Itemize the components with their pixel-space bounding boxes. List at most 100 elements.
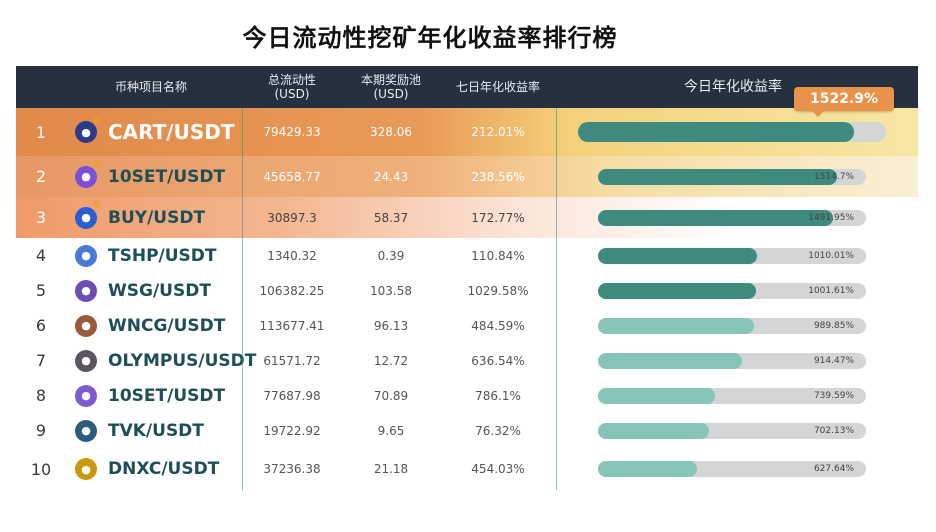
tvl-value: 79429.33	[263, 125, 321, 139]
table-row[interactable]: 8 ● 10SET/USDT 77687.98 70.89 786.1% 739.59%	[16, 378, 918, 413]
pair-name: TSHP/USDT	[108, 245, 217, 266]
header-pool-line1: 本期奖励池	[360, 73, 421, 87]
apr-bar-value: 989.85%	[813, 320, 854, 331]
tvl-value: 61571.72	[263, 353, 321, 368]
apr-bar-fill	[598, 282, 756, 299]
header-tvl-line1: 总流动性	[267, 73, 316, 87]
tenset-coin-icon: ●	[75, 165, 97, 188]
tenset-coin-icon: ●	[75, 384, 97, 407]
coin-logo: ●	[72, 156, 100, 197]
apr-bar-cell: 1514.7%	[598, 156, 870, 197]
apr7-value: 786.1%	[475, 388, 521, 403]
coin-logo: ●	[72, 108, 100, 156]
apr-bar-fill	[598, 422, 709, 439]
rank-number: 2	[35, 167, 47, 186]
tvl-value: 113677.41	[259, 318, 325, 333]
tvl-value: 19722.92	[263, 423, 321, 438]
tvl-value: 106382.25	[259, 283, 325, 298]
crown-icon: ♛	[92, 114, 102, 127]
pool-value: 9.65	[377, 423, 405, 438]
table-header: 币种项目名称 总流动性 (USD) 本期奖励池 (USD) 七日年化收益率 今日…	[16, 66, 918, 108]
apr7-value: 172.77%	[471, 210, 525, 225]
coin-logo: ●	[72, 238, 100, 273]
apr-bar-value: 1001.61%	[808, 285, 854, 296]
pair-name: 10SET/USDT	[108, 166, 226, 187]
top-apr-callout: 1522.9%	[794, 87, 894, 117]
tvl-value: 45658.77	[263, 169, 321, 184]
apr7-value: 212.01%	[471, 125, 525, 139]
apr-bar-value: 1514.7%	[813, 171, 854, 182]
apr-bar-fill	[598, 387, 715, 404]
table-row[interactable]: 5 ● WSG/USDT 106382.25 103.58 1029.58% 1001.61…	[16, 273, 918, 308]
rank-number: 10	[30, 459, 52, 479]
rank-number: 1	[35, 122, 47, 142]
table-row[interactable]: 3 ● BUY/USDT 30897.3 58.37 172.77% 1491.95%	[16, 197, 918, 238]
apr-bar-value: 914.47%	[813, 355, 854, 366]
coin-logo: ●	[72, 343, 100, 378]
apr-bar-cell: 989.85%	[598, 308, 870, 343]
coin-logo: ●	[72, 308, 100, 343]
rank-number: 3	[35, 208, 47, 227]
apr-bar-value: 627.64%	[813, 464, 854, 474]
apr-bar-track: 739.59%	[598, 387, 866, 404]
apr-bar-value: 702.13%	[813, 425, 854, 436]
header-pair: 币种项目名称	[114, 80, 187, 94]
dnxc-coin-icon: ●	[75, 458, 97, 480]
table-row[interactable]: 4 ● TSHP/USDT 1340.32 0.39 110.84% 1010.01%	[16, 238, 918, 273]
pool-value: 0.39	[377, 248, 405, 263]
pool-value: 24.43	[373, 169, 409, 184]
table-row[interactable]: 10 ● DNXC/USDT 37236.38 21.18 454.03% 627.64%	[16, 448, 918, 490]
pool-value: 58.37	[373, 210, 409, 225]
apr-bar-track	[578, 122, 886, 142]
crown-icon: ♛	[92, 198, 102, 211]
ranking-table: 币种项目名称 总流动性 (USD) 本期奖励池 (USD) 七日年化收益率 今日…	[16, 66, 918, 490]
apr-bar-value: 1491.95%	[808, 212, 854, 223]
apr-bar-cell	[578, 108, 890, 156]
pool-value: 328.06	[370, 125, 412, 139]
header-apr7: 七日年化收益率	[455, 80, 540, 94]
pair-name: OLYMPUS/USDT	[108, 350, 257, 371]
table-row[interactable]: 6 ● WNCG/USDT 113677.41 96.13 484.59% 989.85%	[16, 308, 918, 343]
header-pool: 本期奖励池 (USD)	[342, 66, 440, 108]
apr-bar-track: 1001.61%	[598, 282, 866, 299]
tvl-value: 30897.3	[267, 210, 317, 225]
tvk-coin-icon: ●	[75, 419, 97, 442]
apr-bar-track: 989.85%	[598, 317, 866, 334]
apr-bar-cell: 739.59%	[598, 378, 870, 413]
apr-bar-fill	[598, 209, 834, 226]
apr7-value: 76.32%	[475, 423, 521, 438]
apr-bar-fill	[598, 461, 697, 477]
column-divider	[242, 108, 243, 490]
apr7-value: 454.03%	[471, 462, 525, 476]
header-tvl-unit: (USD)	[274, 87, 310, 101]
coin-logo: ●	[72, 273, 100, 308]
apr7-value: 1029.58%	[467, 283, 529, 298]
apr-bar-cell: 914.47%	[598, 343, 870, 378]
table-row[interactable]: 1 ● CART/USDT 79429.33 328.06 212.01%	[16, 108, 918, 156]
coin-logo: ●	[72, 197, 100, 238]
apr-bar-track: 702.13%	[598, 422, 866, 439]
table-row[interactable]: 9 ● TVK/USDT 19722.92 9.65 76.32% 702.13%	[16, 413, 918, 448]
apr-bar-fill	[598, 352, 743, 369]
pool-value: 70.89	[373, 388, 409, 403]
table-row[interactable]: 2 ● 10SET/USDT 45658.77 24.43 238.56% 1514.7%	[16, 156, 918, 197]
apr-bar-track: 627.64%	[598, 461, 866, 477]
tvl-value: 37236.38	[263, 462, 321, 476]
pair-name: DNXC/USDT	[108, 459, 220, 479]
apr-bar-cell: 1010.01%	[598, 238, 870, 273]
table-row[interactable]: 7 ● OLYMPUS/USDT 61571.72 12.72 636.54% 914.47…	[16, 343, 918, 378]
wsg-coin-icon: ●	[75, 279, 97, 302]
apr-bar-cell: 627.64%	[598, 448, 870, 490]
apr-bar-fill	[578, 122, 854, 142]
apr-bar-cell: 1001.61%	[598, 273, 870, 308]
coin-logo: ●	[72, 378, 100, 413]
pair-name: 10SET/USDT	[108, 385, 226, 406]
header-apr-today: 今日年化收益率	[684, 79, 782, 95]
wncg-coin-icon: ●	[75, 314, 97, 337]
apr-bar-fill	[598, 317, 755, 334]
olympus-coin-icon: ●	[75, 349, 97, 372]
rank-number: 5	[35, 281, 47, 300]
pair-name: CART/USDT	[108, 120, 235, 144]
apr-bar-track: 1491.95%	[598, 209, 866, 226]
header-tvl: 总流动性 (USD)	[242, 66, 342, 108]
